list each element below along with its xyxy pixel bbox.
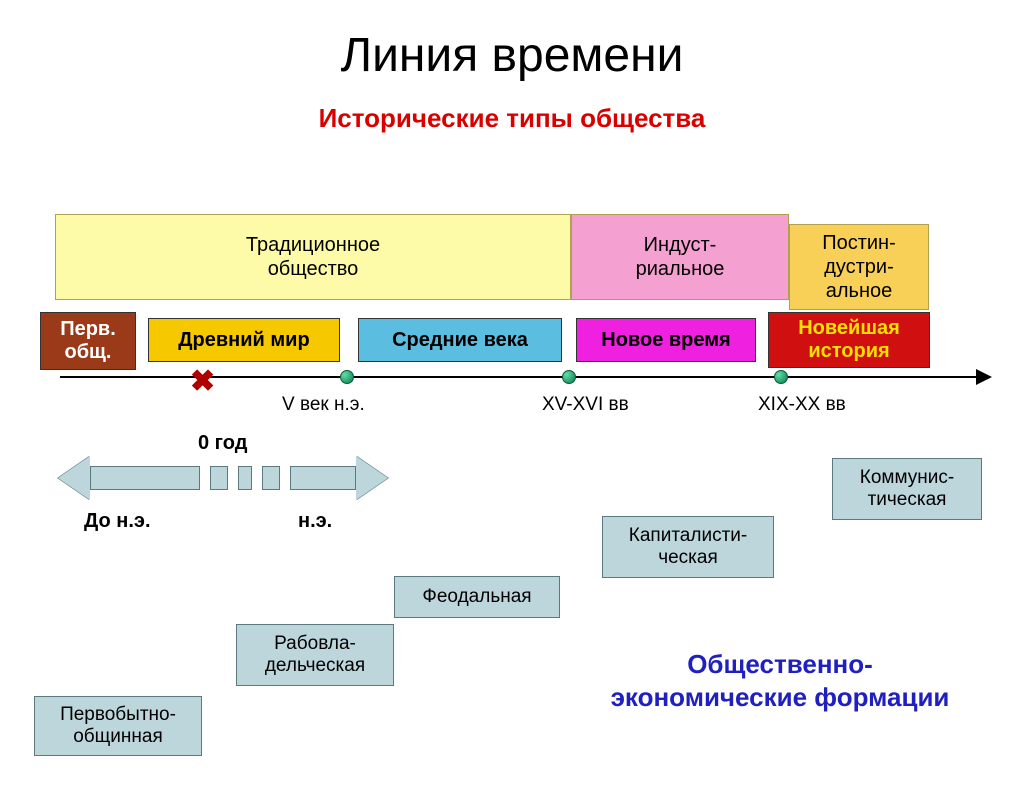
axis-dot-icon xyxy=(774,370,788,384)
arrow-segment xyxy=(90,466,200,490)
period-box: Новейшая история xyxy=(768,312,930,368)
zero-year-label: 0 год xyxy=(198,432,247,455)
arrow-segment xyxy=(238,466,252,490)
society-box: Индуст- риальное xyxy=(571,214,789,300)
axis-tick-label: XV-XVI вв xyxy=(542,394,629,416)
axis-dot-icon xyxy=(340,370,354,384)
era-label-ce: н.э. xyxy=(298,510,332,533)
arrow-segment xyxy=(290,466,356,490)
society-types-bar: Традиционное обществоИндуст- риальноеПос… xyxy=(55,214,929,300)
formation-box: Рабовла- дельческая xyxy=(236,624,394,686)
formation-box: Капиталисти- ческая xyxy=(602,516,774,578)
axis-tick-label: V век н.э. xyxy=(282,394,365,416)
axis-dot-icon xyxy=(562,370,576,384)
formation-box: Коммунис- тическая xyxy=(832,458,982,520)
formation-box: Феодальная xyxy=(394,576,560,618)
subtitle: Исторические типы общества xyxy=(0,103,1024,134)
zero-x-mark-icon: ✖ xyxy=(190,364,215,399)
formations-title: Общественно- экономические формации xyxy=(570,648,990,713)
arrow-right-icon xyxy=(356,456,388,500)
axis-tick-label: XIX-XX вв xyxy=(758,394,846,416)
arrow-segment xyxy=(262,466,280,490)
period-box: Перв. общ. xyxy=(40,312,136,370)
society-box: Традиционное общество xyxy=(55,214,571,300)
period-box: Древний мир xyxy=(148,318,340,362)
era-label-bce: До н.э. xyxy=(84,510,151,533)
page-title: Линия времени xyxy=(0,28,1024,83)
era-double-arrow xyxy=(58,456,388,500)
arrow-left-icon xyxy=(58,456,90,500)
period-box: Новое время xyxy=(576,318,756,362)
formation-box: Первобытно- общинная xyxy=(34,696,202,756)
society-box: Постин- дустри- альное xyxy=(789,224,929,310)
period-box: Средние века xyxy=(358,318,562,362)
arrow-segment xyxy=(210,466,228,490)
